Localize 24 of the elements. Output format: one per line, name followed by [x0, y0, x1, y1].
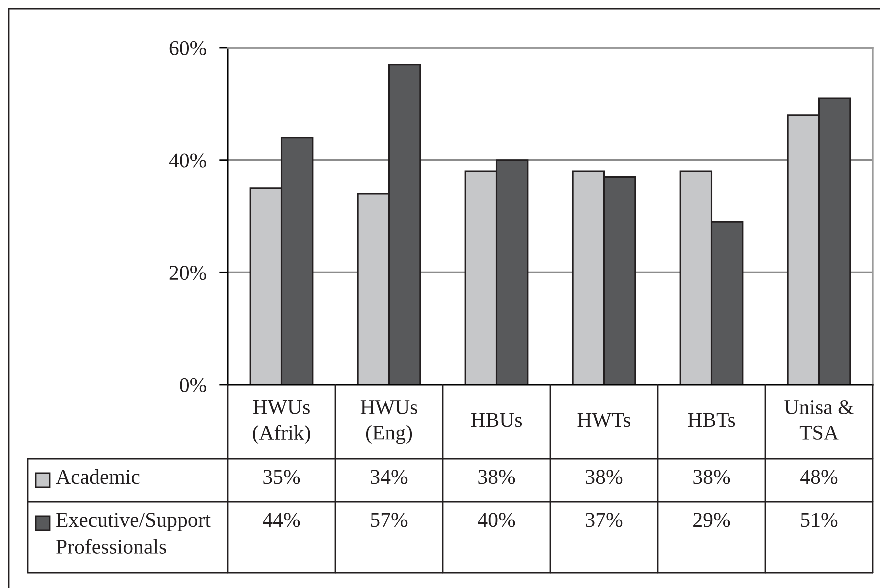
- legend-label: Academic: [56, 470, 140, 484]
- data-label: 51%: [801, 513, 838, 528]
- y-tick-label: 40%: [169, 154, 206, 168]
- data-label: 38%: [694, 470, 730, 484]
- data-label: 40%: [478, 513, 516, 528]
- x-tick-label: HWUs (Eng): [360, 400, 418, 444]
- data-label: 57%: [371, 513, 408, 528]
- x-tick-label: HWTs: [578, 413, 631, 428]
- x-tick-label: Unisa & TSA: [784, 400, 854, 440]
- data-label: 34%: [371, 470, 408, 484]
- data-label: 48%: [800, 470, 838, 484]
- data-label: 44%: [263, 513, 300, 528]
- legend-label: Executive/Support Professionals: [56, 513, 211, 554]
- y-tick-label: 20%: [170, 266, 206, 280]
- x-tick-label: HWUs (Afrik): [253, 400, 310, 444]
- x-tick-label: HBTs: [688, 413, 736, 428]
- data-label: 37%: [586, 513, 623, 528]
- data-label: 38%: [478, 470, 516, 484]
- data-label: 35%: [264, 470, 300, 484]
- y-tick-label: 0%: [180, 378, 206, 392]
- data-label: 29%: [694, 513, 730, 528]
- x-tick-label: HBUs: [471, 413, 522, 428]
- y-tick-label: 60%: [170, 41, 206, 56]
- data-label: 38%: [586, 470, 623, 484]
